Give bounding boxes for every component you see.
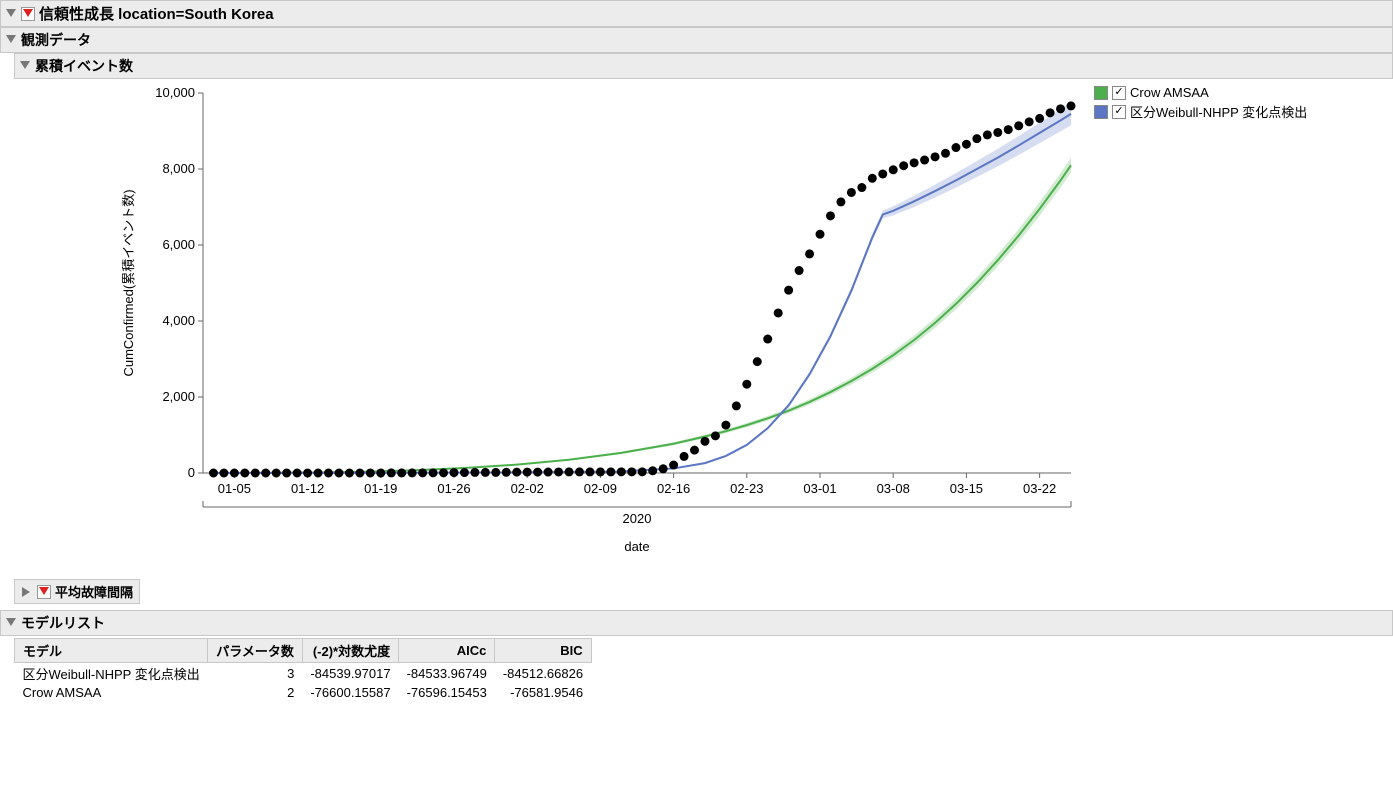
svg-text:03-08: 03-08 xyxy=(877,481,910,496)
table-header: パラメータ数 xyxy=(208,639,303,663)
table-cell: 3 xyxy=(208,663,303,685)
red-triangle-menu[interactable] xyxy=(21,7,35,21)
svg-text:4,000: 4,000 xyxy=(162,313,195,328)
svg-text:10,000: 10,000 xyxy=(155,85,195,100)
svg-text:01-12: 01-12 xyxy=(291,481,324,496)
model-list-table: モデルパラメータ数(-2)*対数尤度AICcBIC 区分Weibull-NHPP… xyxy=(14,638,592,701)
legend-label: 区分Weibull-NHPP 変化点検出 xyxy=(1130,102,1307,121)
table-cell: -84539.97017 xyxy=(302,663,398,685)
panel-model-list: モデルリスト xyxy=(0,610,1393,636)
svg-text:date: date xyxy=(624,539,649,554)
legend-checkbox[interactable]: ✓ xyxy=(1112,86,1126,100)
panel-title: モデルリスト xyxy=(21,613,105,633)
svg-text:2,000: 2,000 xyxy=(162,389,195,404)
table-header: モデル xyxy=(15,639,208,663)
table-cell: -76600.15587 xyxy=(302,684,398,701)
table-header: (-2)*対数尤度 xyxy=(302,639,398,663)
svg-text:2020: 2020 xyxy=(623,511,652,526)
svg-text:01-19: 01-19 xyxy=(364,481,397,496)
svg-text:01-26: 01-26 xyxy=(437,481,470,496)
svg-text:02-09: 02-09 xyxy=(584,481,617,496)
svg-text:0: 0 xyxy=(188,465,195,480)
legend-checkbox[interactable]: ✓ xyxy=(1112,105,1126,119)
svg-text:6,000: 6,000 xyxy=(162,237,195,252)
table-header: BIC xyxy=(495,639,591,663)
table-row[interactable]: Crow AMSAA2-76600.15587-76596.15453-7658… xyxy=(15,684,592,701)
svg-text:03-22: 03-22 xyxy=(1023,481,1056,496)
disclosure-toggle-collapsed[interactable] xyxy=(21,586,33,598)
table-cell: -76581.9546 xyxy=(495,684,591,701)
svg-text:03-15: 03-15 xyxy=(950,481,983,496)
panel-reliability-growth: 信頼性成長 location=South Korea xyxy=(0,0,1393,27)
table-cell: 2 xyxy=(208,684,303,701)
legend-label: Crow AMSAA xyxy=(1130,85,1209,100)
panel-observation-data: 観測データ xyxy=(0,27,1393,53)
red-triangle-menu[interactable] xyxy=(37,585,51,599)
legend-item-crow-amsaa: ✓ Crow AMSAA xyxy=(1094,85,1307,100)
panel-mtbf: 平均故障間隔 xyxy=(14,579,140,604)
svg-text:CumConfirmed(累積イベント数): CumConfirmed(累積イベント数) xyxy=(121,189,136,376)
panel-title: 観測データ xyxy=(21,30,91,50)
disclosure-toggle[interactable] xyxy=(5,8,17,20)
chart-legend: ✓ Crow AMSAA ✓ 区分Weibull-NHPP 変化点検出 xyxy=(1094,85,1307,573)
svg-text:02-16: 02-16 xyxy=(657,481,690,496)
cumulative-events-chart: 0 2,000 4,000 6,000 8,000 10,000 01-05 01-12 01-… xyxy=(28,83,1088,573)
table-cell: -84512.66826 xyxy=(495,663,591,685)
chart-area: 0 2,000 4,000 6,000 8,000 10,000 01-05 01-12 01-… xyxy=(28,83,1393,573)
table-cell: -84533.96749 xyxy=(399,663,495,685)
svg-text:8,000: 8,000 xyxy=(162,161,195,176)
svg-text:02-02: 02-02 xyxy=(511,481,544,496)
table-cell: -76596.15453 xyxy=(399,684,495,701)
disclosure-toggle[interactable] xyxy=(19,60,31,72)
table-cell: 区分Weibull-NHPP 変化点検出 xyxy=(15,663,208,685)
legend-swatch xyxy=(1094,86,1108,100)
svg-text:02-23: 02-23 xyxy=(730,481,763,496)
table-cell: Crow AMSAA xyxy=(15,684,208,701)
legend-swatch xyxy=(1094,105,1108,119)
legend-item-weibull-nhpp: ✓ 区分Weibull-NHPP 変化点検出 xyxy=(1094,102,1307,121)
panel-cumulative-events: 累積イベント数 xyxy=(14,53,1393,79)
disclosure-toggle[interactable] xyxy=(5,617,17,629)
svg-text:01-05: 01-05 xyxy=(218,481,251,496)
panel-title: 平均故障間隔 xyxy=(55,582,133,601)
table-header: AICc xyxy=(399,639,495,663)
table-row[interactable]: 区分Weibull-NHPP 変化点検出3-84539.97017-84533.… xyxy=(15,663,592,685)
svg-text:03-01: 03-01 xyxy=(803,481,836,496)
panel-title: 信頼性成長 location=South Korea xyxy=(39,3,274,24)
panel-title: 累積イベント数 xyxy=(35,56,133,76)
disclosure-toggle[interactable] xyxy=(5,34,17,46)
